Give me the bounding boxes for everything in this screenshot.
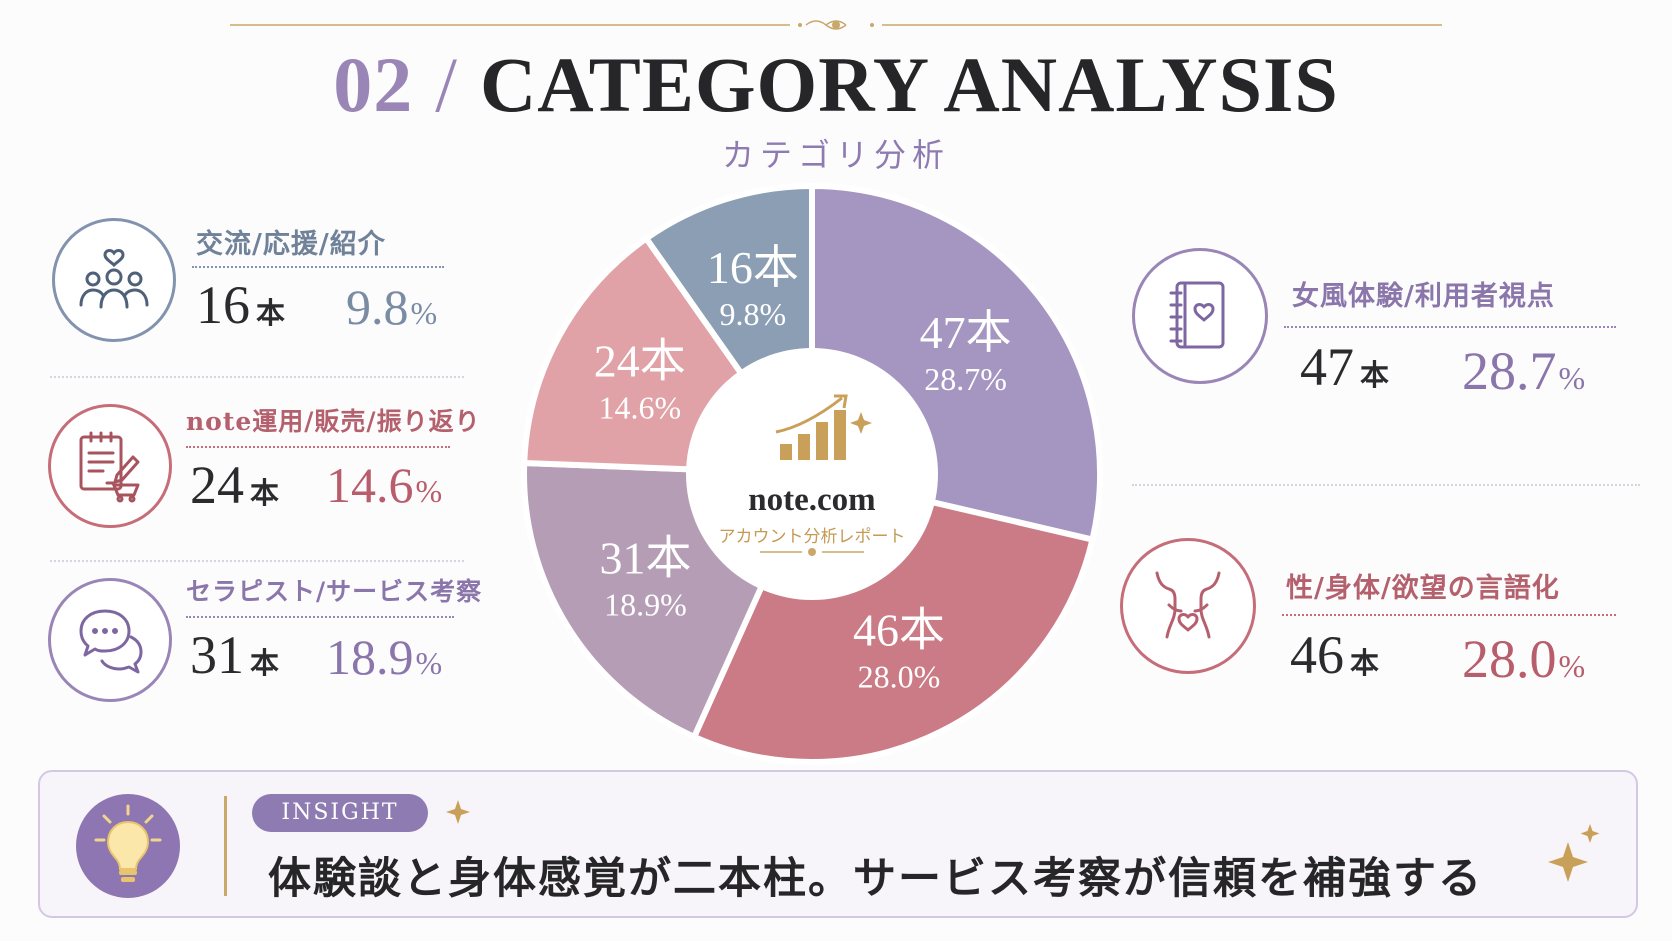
category-icon-circle [48, 578, 172, 702]
category-rule [192, 266, 444, 268]
insight-icon-circle [76, 794, 180, 898]
slice-percent-label: 28.7% [924, 361, 1007, 397]
people-heart-icon [79, 249, 149, 309]
bar-chart-growth-icon [775, 394, 872, 460]
insight-text: 体験談と身体感覚が二本柱。サービス考察が信頼を補強する [268, 854, 1483, 904]
title-text: CATEGORY ANALYSIS [479, 41, 1339, 128]
category-label-therapist: セラピスト/サービス考察 [186, 577, 483, 606]
category-count-interaction: 16 本 [196, 275, 286, 335]
category-count-experience: 47 本 [1300, 337, 1390, 397]
category-rule [1284, 326, 1616, 328]
separator [50, 376, 464, 378]
insight-divider [224, 796, 227, 896]
category-count-therapist: 31 本 [190, 625, 280, 685]
category-count-body: 46 本 [1290, 625, 1380, 685]
category-rule [186, 446, 450, 448]
category-count-note-ops: 24 本 [190, 455, 280, 515]
sparkle-icon [1548, 824, 1600, 882]
page-header: 02/CATEGORY ANALYSIS [0, 40, 1672, 130]
slice-percent-label: 18.9% [604, 586, 687, 622]
page-subtitle: カテゴリ分析 [721, 136, 950, 174]
category-icon-circle [1132, 248, 1268, 384]
slice-percent-label: 9.8% [720, 296, 787, 332]
separator [50, 560, 464, 562]
insight-box: INSIGHT 体験談と身体感覚が二本柱。サービス考察が信頼を補強する [38, 770, 1638, 918]
center-brand: note.com [748, 482, 876, 518]
category-icon-circle [1120, 538, 1256, 674]
notebook-heart-icon [1169, 281, 1225, 349]
category-rule [1282, 614, 1616, 616]
lightbulb-icon [94, 804, 162, 882]
category-label-body: 性/身体/欲望の言語化 [1286, 573, 1560, 604]
category-percent-therapist: 18.9% [326, 629, 443, 685]
title-slash: / [435, 41, 458, 128]
slice-percent-label: 28.0% [858, 659, 941, 695]
header-ornament [230, 20, 1442, 30]
category-icon-circle [52, 218, 176, 342]
body-heart-icon [1155, 571, 1221, 639]
category-rule [186, 616, 454, 618]
clipboard-cart-icon [79, 431, 140, 503]
category-percent-interaction: 9.8% [346, 279, 438, 335]
insight-badge: INSIGHT [252, 794, 428, 832]
section-number: 02 [333, 41, 414, 128]
category-label-note-ops: note運用/販売/振り返り [186, 407, 481, 436]
center-caption: アカウント分析レポート [718, 527, 906, 547]
center-divider [760, 548, 864, 556]
category-percent-note-ops: 14.6% [326, 457, 443, 513]
category-percent-experience: 28.7% [1462, 341, 1586, 401]
separator [1132, 484, 1640, 486]
slice-count-label: 24本 [594, 335, 686, 386]
slice-count-label: 16本 [707, 242, 799, 293]
page-title: 02/CATEGORY ANALYSIS [0, 40, 1672, 130]
sparkle-icon [446, 800, 470, 824]
category-icon-circle [48, 404, 172, 528]
category-label-interaction: 交流/応援/紹介 [196, 229, 386, 260]
chat-bubbles-icon [79, 609, 143, 674]
slice-count-label: 47本 [920, 307, 1012, 358]
slice-count-label: 46本 [853, 605, 945, 656]
slice-percent-label: 14.6% [598, 389, 681, 425]
slice-count-label: 31本 [599, 532, 691, 583]
category-percent-body: 28.0% [1462, 629, 1586, 689]
category-label-experience: 女風体験/利用者視点 [1292, 281, 1555, 312]
donut-hole [686, 348, 938, 600]
